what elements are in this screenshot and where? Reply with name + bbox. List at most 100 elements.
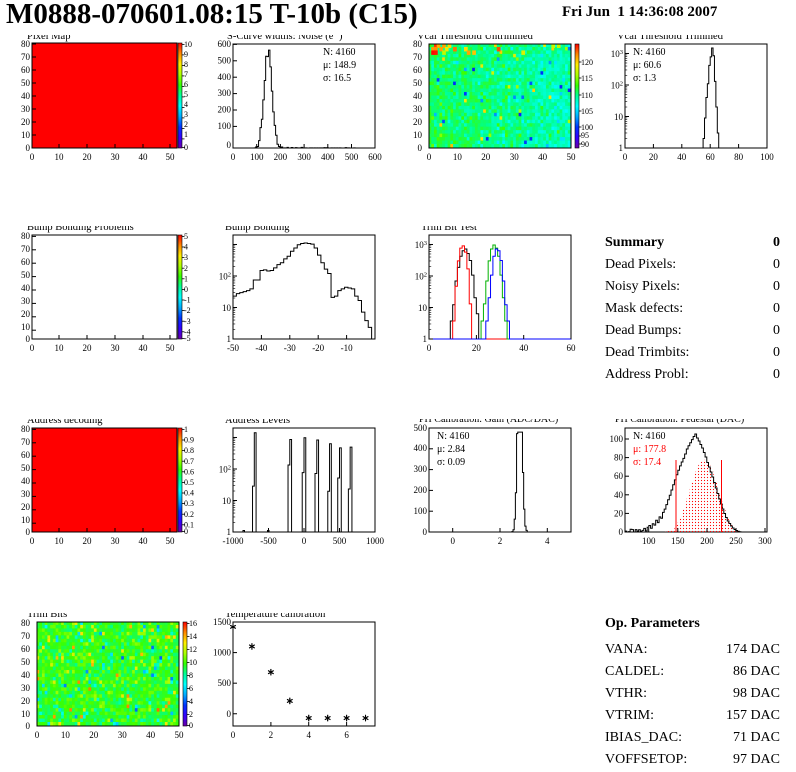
- svg-text:0: 0: [227, 709, 232, 719]
- svg-text:40: 40: [677, 152, 687, 162]
- svg-text:100: 100: [218, 121, 232, 131]
- svg-text:0: 0: [184, 527, 188, 536]
- svg-text:20: 20: [614, 508, 624, 518]
- svg-text:50: 50: [166, 343, 176, 353]
- svg-text:Trim Bit Test: Trim Bit Test: [421, 226, 477, 233]
- svg-text:0: 0: [30, 152, 35, 162]
- svg-text:Pixel Map: Pixel Map: [27, 35, 70, 42]
- svg-text:0.9: 0.9: [184, 436, 194, 445]
- svg-text:-500: -500: [260, 536, 277, 546]
- svg-text:10: 10: [222, 303, 232, 313]
- svg-text:4: 4: [189, 697, 193, 706]
- svg-text:0: 0: [619, 527, 624, 537]
- svg-text:10: 10: [21, 709, 31, 719]
- svg-text:0.4: 0.4: [184, 489, 194, 498]
- svg-text:20: 20: [83, 343, 93, 353]
- svg-text:6: 6: [189, 684, 193, 693]
- svg-text:500: 500: [218, 678, 232, 688]
- svg-text:10: 10: [21, 515, 31, 525]
- svg-text:20: 20: [89, 730, 99, 740]
- svg-text:103: 103: [611, 49, 623, 59]
- svg-text:60: 60: [21, 644, 31, 654]
- svg-text:N: 4160: N: 4160: [437, 431, 470, 442]
- svg-text:-20: -20: [312, 343, 324, 353]
- svg-text:10: 10: [55, 152, 65, 162]
- svg-text:120: 120: [581, 58, 593, 67]
- svg-text:105: 105: [581, 107, 593, 116]
- svg-text:500: 500: [414, 423, 428, 433]
- svg-text:102: 102: [219, 272, 231, 282]
- svg-text:80: 80: [21, 618, 31, 628]
- svg-text:Address decoding: Address decoding: [27, 419, 103, 426]
- svg-text:100: 100: [760, 152, 774, 162]
- svg-text:20: 20: [21, 309, 31, 319]
- svg-text:-40: -40: [255, 343, 267, 353]
- svg-text:20: 20: [83, 152, 93, 162]
- svg-text:40: 40: [139, 536, 149, 546]
- svg-text:16: 16: [189, 619, 197, 628]
- svg-text:20: 20: [21, 502, 31, 512]
- svg-text:-1: -1: [184, 296, 191, 305]
- svg-text:10: 10: [21, 130, 31, 140]
- svg-text:0.2: 0.2: [184, 510, 194, 519]
- svg-text:0.3: 0.3: [184, 499, 194, 508]
- svg-text:40: 40: [146, 730, 156, 740]
- svg-text:2: 2: [189, 710, 193, 719]
- svg-text:40: 40: [413, 91, 423, 101]
- svg-text:30: 30: [111, 536, 121, 546]
- svg-text:80: 80: [21, 39, 31, 49]
- svg-text:0: 0: [427, 152, 432, 162]
- svg-text:20: 20: [472, 343, 482, 353]
- svg-text:4: 4: [184, 243, 188, 252]
- svg-text:50: 50: [21, 270, 31, 280]
- svg-text:0: 0: [623, 152, 628, 162]
- svg-text:8: 8: [189, 671, 193, 680]
- svg-text:500: 500: [345, 152, 359, 162]
- svg-text:200: 200: [700, 536, 714, 546]
- svg-text:0: 0: [427, 343, 432, 353]
- svg-text:110: 110: [581, 91, 593, 100]
- svg-text:40: 40: [21, 91, 31, 101]
- svg-text:30: 30: [21, 104, 31, 114]
- svg-text:σ: 1.3: σ: 1.3: [633, 73, 656, 84]
- svg-text:10: 10: [453, 152, 463, 162]
- svg-text:30: 30: [413, 104, 423, 114]
- svg-text:20: 20: [21, 117, 31, 127]
- svg-text:100: 100: [414, 506, 428, 516]
- svg-text:0: 0: [35, 730, 40, 740]
- svg-text:40: 40: [21, 283, 31, 293]
- svg-text:30: 30: [118, 730, 128, 740]
- svg-text:40: 40: [139, 343, 149, 353]
- svg-text:100: 100: [642, 536, 656, 546]
- svg-text:70: 70: [413, 52, 423, 62]
- svg-text:0: 0: [231, 152, 236, 162]
- svg-text:80: 80: [734, 152, 744, 162]
- svg-text:200: 200: [218, 105, 232, 115]
- svg-text:-5: -5: [184, 334, 191, 343]
- svg-text:Bump Bonding Problems: Bump Bonding Problems: [27, 226, 134, 233]
- svg-text:10: 10: [55, 536, 65, 546]
- svg-text:10: 10: [55, 343, 65, 353]
- svg-text:100: 100: [610, 434, 624, 444]
- svg-text:Bump Bonding: Bump Bonding: [225, 226, 290, 233]
- svg-text:0: 0: [227, 140, 232, 150]
- svg-text:0.7: 0.7: [184, 457, 194, 466]
- svg-text:102: 102: [415, 272, 427, 282]
- svg-text:10: 10: [222, 496, 232, 506]
- svg-text:115: 115: [581, 74, 593, 83]
- svg-text:Trim Bits: Trim Bits: [27, 613, 67, 620]
- svg-text:60: 60: [614, 471, 624, 481]
- svg-text:400: 400: [321, 152, 335, 162]
- svg-text:250: 250: [729, 536, 743, 546]
- svg-text:1: 1: [184, 130, 188, 139]
- svg-text:60: 60: [567, 343, 577, 353]
- svg-text:30: 30: [21, 683, 31, 693]
- svg-text:70: 70: [21, 631, 31, 641]
- svg-text:60: 60: [706, 152, 716, 162]
- svg-text:80: 80: [614, 453, 624, 463]
- svg-text:600: 600: [218, 39, 232, 49]
- svg-text:10: 10: [418, 303, 428, 313]
- svg-text:40: 40: [614, 490, 624, 500]
- svg-text:2: 2: [269, 730, 274, 740]
- svg-text:-2: -2: [184, 306, 191, 315]
